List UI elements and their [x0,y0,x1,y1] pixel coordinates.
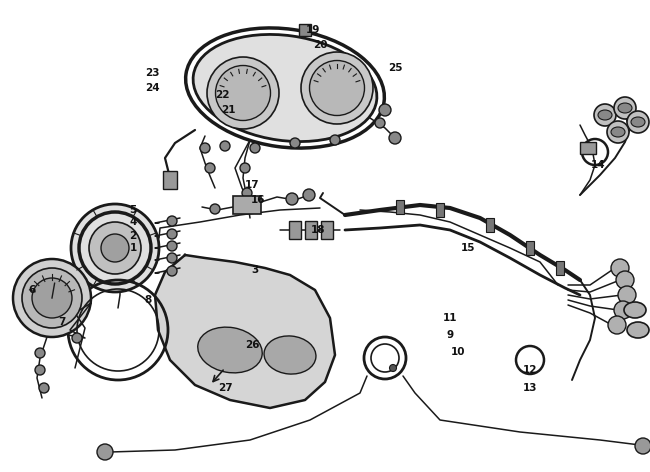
Ellipse shape [89,222,141,274]
Circle shape [611,259,629,277]
Ellipse shape [71,204,159,292]
Bar [299,24,311,36]
Circle shape [389,132,401,144]
Ellipse shape [624,302,646,318]
Ellipse shape [193,34,377,142]
Text: 25: 25 [388,63,402,73]
Circle shape [205,163,215,173]
Ellipse shape [631,117,645,127]
Circle shape [210,204,220,214]
Circle shape [635,438,650,454]
Text: 18: 18 [311,225,325,235]
Text: 24: 24 [145,83,159,93]
Circle shape [72,333,82,343]
Ellipse shape [13,259,91,337]
Circle shape [167,216,177,226]
Circle shape [608,316,626,334]
Text: 20: 20 [313,40,327,50]
Circle shape [627,111,649,133]
Ellipse shape [216,66,270,120]
Bar [580,142,596,154]
Ellipse shape [598,110,612,120]
Circle shape [330,135,340,145]
Text: 3: 3 [252,265,259,275]
Text: 7: 7 [58,317,66,327]
Bar [436,203,444,217]
Text: 2: 2 [129,231,136,241]
Circle shape [290,138,300,148]
Bar [233,196,261,214]
Text: 14: 14 [591,160,605,170]
Circle shape [286,193,298,205]
Bar [556,261,564,275]
Text: 21: 21 [221,105,235,115]
Ellipse shape [101,234,129,262]
Text: 4: 4 [129,217,136,227]
Text: 12: 12 [523,365,538,375]
Ellipse shape [611,127,625,137]
Circle shape [303,189,315,201]
Circle shape [35,365,45,375]
Ellipse shape [389,364,396,371]
Text: 23: 23 [145,68,159,78]
Ellipse shape [207,57,279,129]
Text: 22: 22 [214,90,229,100]
Circle shape [375,118,385,128]
Ellipse shape [627,322,649,338]
Circle shape [594,104,616,126]
Circle shape [200,143,210,153]
Circle shape [167,241,177,251]
Circle shape [167,253,177,263]
Bar [526,241,534,255]
Ellipse shape [309,60,365,116]
Circle shape [240,163,250,173]
Ellipse shape [198,327,262,373]
Circle shape [614,301,632,319]
Text: 15: 15 [461,243,475,253]
Text: 27: 27 [218,383,232,393]
Ellipse shape [264,336,316,374]
Text: 8: 8 [144,295,151,305]
Ellipse shape [32,278,72,318]
Ellipse shape [618,103,632,113]
Text: 5: 5 [129,205,136,215]
Bar [305,221,317,239]
Ellipse shape [22,268,82,328]
Circle shape [242,188,252,198]
Circle shape [250,143,260,153]
Circle shape [616,271,634,289]
Circle shape [167,229,177,239]
Circle shape [39,383,49,393]
Text: 19: 19 [306,25,320,35]
Circle shape [97,444,113,460]
Bar [163,171,177,189]
Bar [289,221,301,239]
Text: 1: 1 [129,243,136,253]
Circle shape [614,97,636,119]
Circle shape [220,141,230,151]
Bar [396,200,404,214]
Text: 26: 26 [245,340,259,350]
Circle shape [379,104,391,116]
Bar [321,221,333,239]
Text: 17: 17 [244,180,259,190]
Circle shape [167,266,177,276]
Text: 16: 16 [251,195,265,205]
Text: 10: 10 [450,347,465,357]
Text: 9: 9 [447,330,454,340]
Text: 6: 6 [29,285,36,295]
Bar [486,218,494,232]
Circle shape [618,286,636,304]
Text: 11: 11 [443,313,457,323]
Circle shape [607,121,629,143]
Polygon shape [155,255,335,408]
Circle shape [35,348,45,358]
Text: 13: 13 [523,383,538,393]
Ellipse shape [301,52,373,124]
